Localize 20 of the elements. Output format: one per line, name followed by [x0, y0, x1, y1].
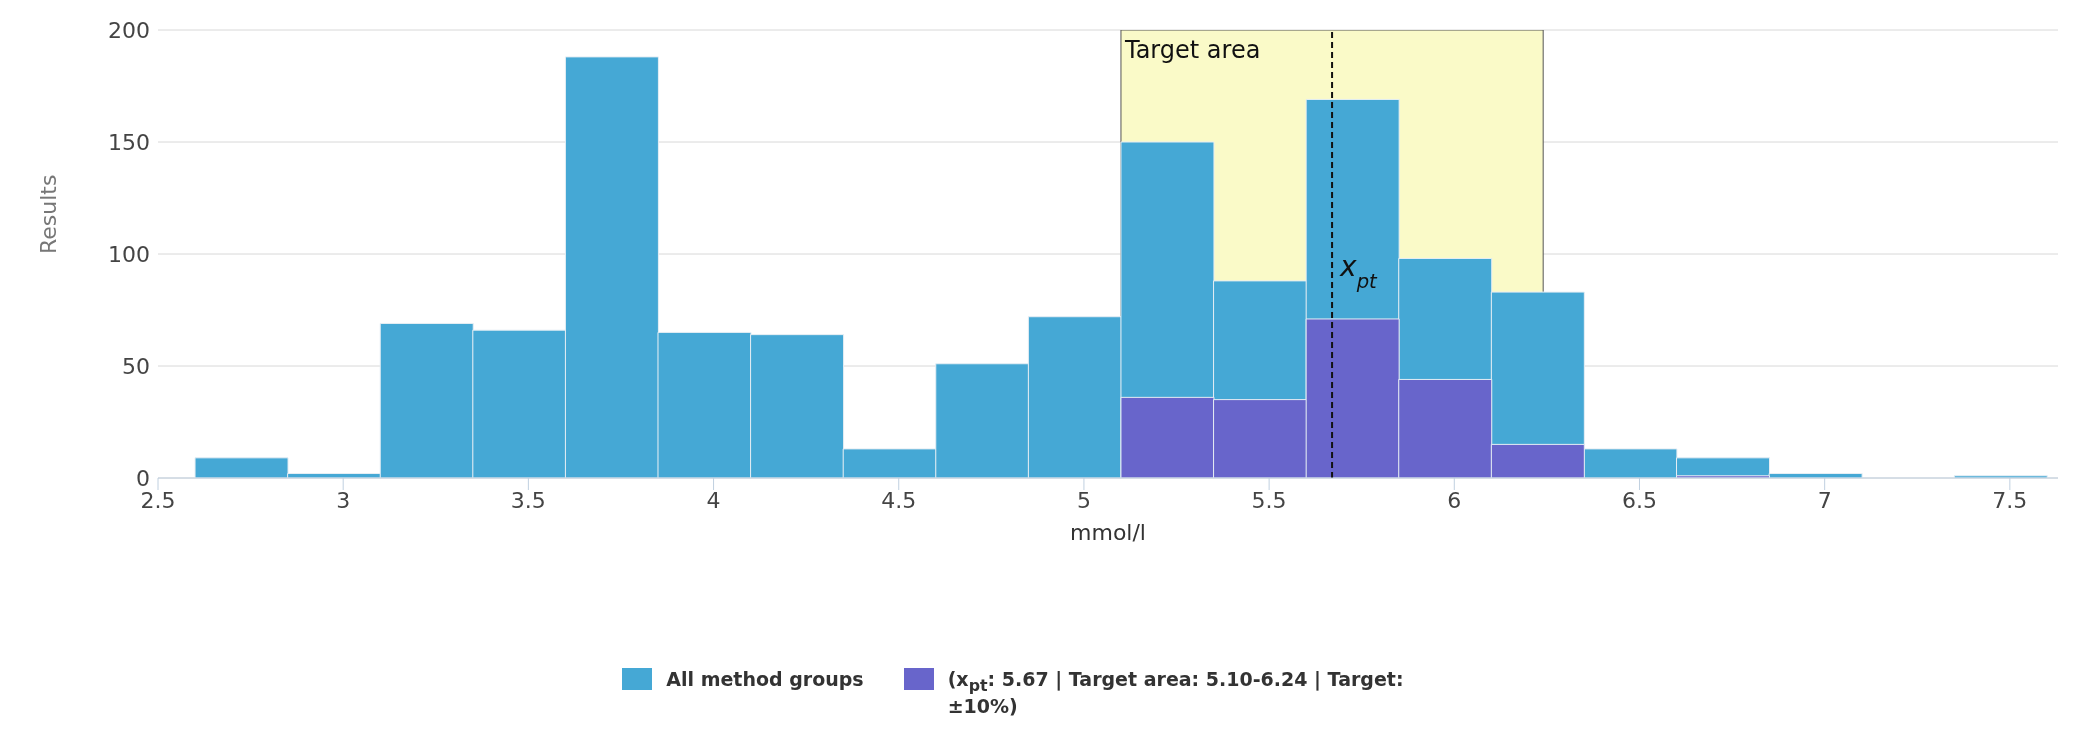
x-tick-label: 6.5	[1621, 487, 1657, 513]
x-tick-label: 7.5	[1992, 487, 2028, 513]
x-tick-label: 3.5	[510, 487, 546, 513]
y-tick-label: 200	[108, 17, 150, 43]
y-axis-title: Results	[35, 174, 61, 254]
y-tick-label: 50	[122, 353, 150, 379]
x-tick-label: 3	[336, 487, 351, 513]
x-tick-label: 4	[706, 487, 721, 513]
x-axis-title: mmol/l	[1070, 520, 1146, 545]
x-tick-label: 5	[1076, 487, 1091, 513]
ref-line-label: x$_{pt}$	[1339, 250, 1379, 293]
x-tick-label: 5.5	[1251, 487, 1287, 513]
x-tick-label: 6	[1447, 487, 1462, 513]
legend-label: (x$_{pt}$: 5.67 | Target area: 5.10-6.24 | Target: ±10%)	[947, 668, 1405, 717]
y-tick-label: 150	[108, 129, 150, 155]
legend-label: All method groups	[666, 668, 864, 690]
x-tick-label: 4.5	[881, 487, 917, 513]
x-tick-label: 7	[1817, 487, 1832, 513]
y-tick-label: 100	[108, 241, 150, 267]
band-label: Target area	[1123, 36, 1261, 64]
